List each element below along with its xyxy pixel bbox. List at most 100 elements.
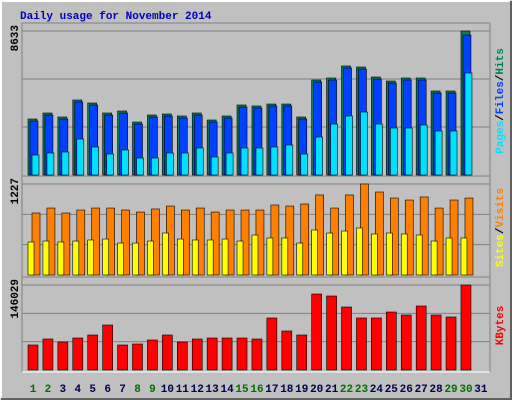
bar xyxy=(296,242,304,276)
bar xyxy=(102,238,109,276)
bar xyxy=(404,127,413,176)
x-tick-label: 27 xyxy=(415,384,428,396)
bar xyxy=(449,130,458,176)
bar xyxy=(371,233,378,276)
bar xyxy=(57,341,69,371)
bar xyxy=(356,227,363,276)
legend-entry: Sites xyxy=(495,234,507,267)
x-tick-label: 15 xyxy=(235,384,249,396)
bar xyxy=(225,152,234,176)
bar xyxy=(281,237,289,276)
bar xyxy=(371,317,382,371)
bar xyxy=(386,232,393,276)
x-tick-label: 26 xyxy=(400,384,413,396)
bar xyxy=(449,199,459,276)
bar xyxy=(285,144,294,176)
legend: Pages/Files/Hits xyxy=(495,48,507,154)
x-tick-label: 14 xyxy=(220,384,234,396)
bar xyxy=(195,147,204,176)
bar xyxy=(87,239,95,276)
bar xyxy=(415,305,427,371)
x-tick-label: 1 xyxy=(30,384,37,396)
bar xyxy=(375,123,383,176)
bar xyxy=(464,72,473,176)
bar xyxy=(147,240,154,276)
bar xyxy=(315,136,323,176)
x-tick-label: 19 xyxy=(295,384,308,396)
legend-entry: Files xyxy=(495,81,507,114)
bar xyxy=(251,234,259,276)
x-tick-label: 10 xyxy=(161,384,174,396)
bar xyxy=(27,344,39,371)
bar xyxy=(162,334,173,371)
bar xyxy=(76,138,85,176)
bar xyxy=(419,124,428,176)
x-tick-label: 17 xyxy=(265,384,278,396)
bar xyxy=(251,338,263,371)
bar xyxy=(311,293,322,371)
bar xyxy=(177,341,188,371)
bar xyxy=(341,306,352,371)
bar xyxy=(206,337,218,371)
x-tick-label: 28 xyxy=(430,384,444,396)
bar xyxy=(210,156,219,176)
bar xyxy=(330,123,338,176)
bar xyxy=(460,237,468,276)
chart-title: Daily usage for November 2014 xyxy=(20,11,212,23)
bar xyxy=(236,240,244,276)
bar xyxy=(181,152,189,176)
legend-separator: / xyxy=(495,114,507,121)
bar xyxy=(415,234,423,276)
y-tick-label: 8633 xyxy=(10,25,22,52)
bar xyxy=(326,232,333,276)
bar xyxy=(72,240,80,276)
bar xyxy=(464,197,474,276)
bar xyxy=(326,295,337,371)
bar xyxy=(300,203,310,276)
bar xyxy=(72,337,84,371)
y-tick-label: 1227 xyxy=(10,178,22,204)
x-tick-label: 29 xyxy=(444,384,457,396)
bar xyxy=(400,233,408,276)
bar xyxy=(221,337,233,371)
x-tick-label: 13 xyxy=(206,384,220,396)
bar xyxy=(300,153,309,176)
bar xyxy=(27,241,35,276)
legend-entry: Hits xyxy=(495,48,507,74)
x-tick-label: 30 xyxy=(459,384,472,396)
bar xyxy=(311,229,318,276)
bar xyxy=(121,149,129,176)
bar xyxy=(445,316,457,371)
x-tick-label: 21 xyxy=(325,384,339,396)
bar xyxy=(151,157,159,176)
bar xyxy=(136,157,144,176)
legend: Sites/Visits xyxy=(495,188,507,267)
bar xyxy=(132,242,139,276)
bar xyxy=(117,344,128,371)
x-tick-label: 20 xyxy=(310,384,323,396)
bar xyxy=(390,127,398,176)
bar xyxy=(91,146,100,176)
bar xyxy=(445,237,453,276)
legend-separator: / xyxy=(495,74,507,81)
x-tick-label: 23 xyxy=(355,384,369,396)
x-tick-label: 9 xyxy=(149,384,156,396)
bar xyxy=(121,209,130,276)
bar xyxy=(61,151,70,176)
bar xyxy=(57,241,65,276)
legend-entry: KBytes xyxy=(495,306,507,346)
bar xyxy=(42,338,54,371)
bar xyxy=(31,154,40,176)
x-tick-label: 5 xyxy=(89,384,96,396)
bar xyxy=(356,317,367,371)
bar xyxy=(360,111,368,176)
bar xyxy=(166,152,174,176)
bar xyxy=(345,115,353,176)
bar xyxy=(434,130,443,176)
x-tick-label: 8 xyxy=(134,384,141,396)
bar xyxy=(46,152,55,176)
x-tick-label: 12 xyxy=(191,384,204,396)
bar xyxy=(270,146,279,176)
